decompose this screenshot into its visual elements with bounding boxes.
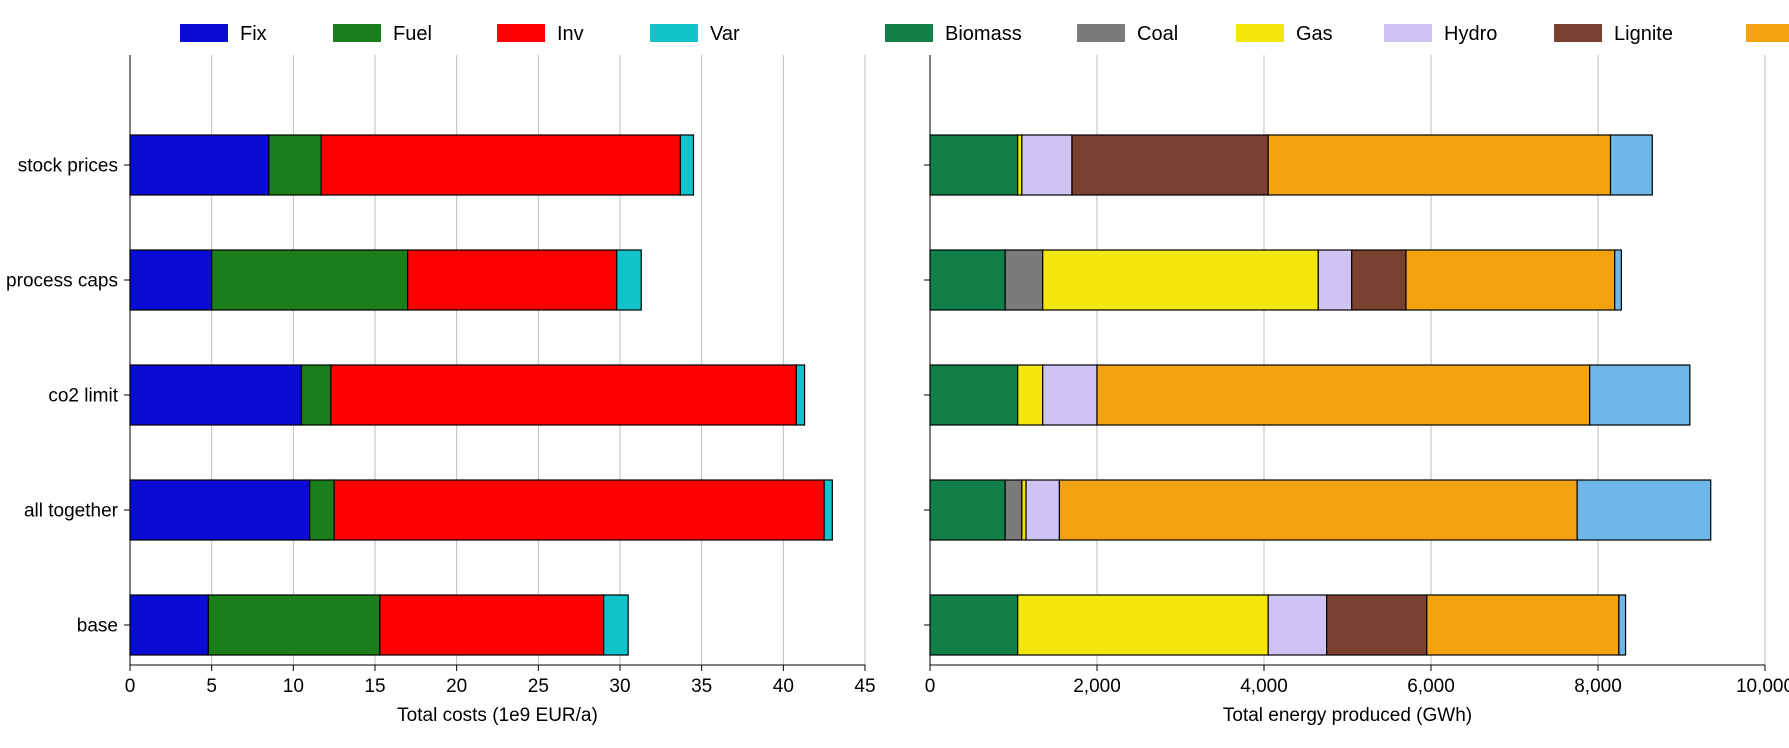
bar-segment — [1268, 135, 1610, 195]
legend-swatch — [1746, 24, 1789, 42]
legend-swatch — [180, 24, 228, 42]
bar-segment — [1043, 250, 1319, 310]
bar-segment — [824, 480, 832, 540]
bar-segment — [796, 365, 804, 425]
bar-segment — [1022, 135, 1072, 195]
x-tick-label: 10,000 — [1736, 676, 1789, 697]
x-tick-label: 40 — [773, 676, 794, 697]
bar-segment — [1059, 480, 1577, 540]
legend-swatch — [1077, 24, 1125, 42]
legend-swatch — [1236, 24, 1284, 42]
bar-segment — [680, 135, 693, 195]
x-tick-label: 30 — [609, 676, 630, 697]
y-tick-label: all together — [24, 501, 119, 522]
bar-segment — [604, 595, 629, 655]
bar-segment — [1005, 250, 1043, 310]
bar-segment — [1026, 480, 1059, 540]
bar-segment — [617, 250, 642, 310]
legend-label: Var — [710, 23, 740, 45]
bar-segment — [1018, 135, 1022, 195]
bar-segment — [380, 595, 604, 655]
chart-svg: FixFuelInvVarBiomassCoalGasHydroLigniteS… — [0, 0, 1789, 743]
legend-swatch — [497, 24, 545, 42]
bar-segment — [1590, 365, 1690, 425]
x-tick-label: 6,000 — [1407, 676, 1455, 697]
legend-label: Lignite — [1614, 23, 1673, 45]
x-tick-label: 15 — [364, 676, 385, 697]
legend-swatch — [333, 24, 381, 42]
bar-segment — [1352, 250, 1406, 310]
bar-segment — [930, 135, 1018, 195]
bar-segment — [930, 365, 1018, 425]
legend-label: Inv — [557, 23, 584, 45]
legend-swatch — [1554, 24, 1602, 42]
x-tick-label: 8,000 — [1574, 676, 1622, 697]
bar-segment — [1005, 480, 1022, 540]
x-tick-label: 20 — [446, 676, 467, 697]
bar-segment — [130, 135, 269, 195]
bar-segment — [1327, 595, 1427, 655]
x-tick-label: 0 — [925, 676, 936, 697]
bar-segment — [930, 595, 1018, 655]
legend-swatch — [885, 24, 933, 42]
y-tick-label: stock prices — [18, 156, 118, 177]
bar-segment — [930, 480, 1005, 540]
bar-segment — [1097, 365, 1590, 425]
x-tick-label: 4,000 — [1240, 676, 1288, 697]
bar-segment — [321, 135, 680, 195]
bar-segment — [1043, 365, 1097, 425]
bar-segment — [130, 365, 302, 425]
bar-segment — [310, 480, 335, 540]
legend-label: Biomass — [945, 23, 1022, 45]
x-tick-label: 0 — [125, 676, 136, 697]
bar-segment — [1022, 480, 1026, 540]
x-axis-label: Total costs (1e9 EUR/a) — [397, 705, 598, 726]
bar-segment — [212, 250, 408, 310]
bar-segment — [1427, 595, 1619, 655]
x-tick-label: 2,000 — [1073, 676, 1121, 697]
bar-segment — [302, 365, 331, 425]
bar-segment — [130, 250, 212, 310]
bar-segment — [1268, 595, 1326, 655]
bar-segment — [1018, 595, 1269, 655]
y-tick-label: north process caps — [0, 271, 118, 292]
x-tick-label: 35 — [691, 676, 712, 697]
legend-label: Hydro — [1444, 23, 1497, 45]
legend-swatch — [1384, 24, 1432, 42]
bar-segment — [1318, 250, 1351, 310]
bar-segment — [1615, 250, 1622, 310]
bar-segment — [208, 595, 380, 655]
bar-segment — [408, 250, 617, 310]
legend-label: Fuel — [393, 23, 432, 45]
y-tick-label: co2 limit — [48, 386, 118, 407]
bar-segment — [130, 595, 208, 655]
legend-label: Fix — [240, 23, 267, 45]
x-axis-label: Total energy produced (GWh) — [1223, 705, 1472, 726]
legend-swatch — [650, 24, 698, 42]
bar-segment — [930, 250, 1005, 310]
x-tick-label: 10 — [283, 676, 304, 697]
bar-segment — [130, 480, 310, 540]
bar-segment — [269, 135, 321, 195]
legend-label: Gas — [1296, 23, 1333, 45]
legend-label: Coal — [1137, 23, 1178, 45]
y-tick-label: base — [77, 616, 118, 637]
x-tick-label: 45 — [854, 676, 875, 697]
chart-root: FixFuelInvVarBiomassCoalGasHydroLigniteS… — [0, 0, 1789, 743]
bar-segment — [331, 365, 797, 425]
bar-segment — [1018, 365, 1043, 425]
x-tick-label: 5 — [206, 676, 217, 697]
bar-segment — [1577, 480, 1711, 540]
bar-segment — [334, 480, 824, 540]
bar-segment — [1406, 250, 1615, 310]
bar-segment — [1611, 135, 1653, 195]
bar-segment — [1619, 595, 1626, 655]
x-tick-label: 25 — [528, 676, 549, 697]
bar-segment — [1072, 135, 1268, 195]
